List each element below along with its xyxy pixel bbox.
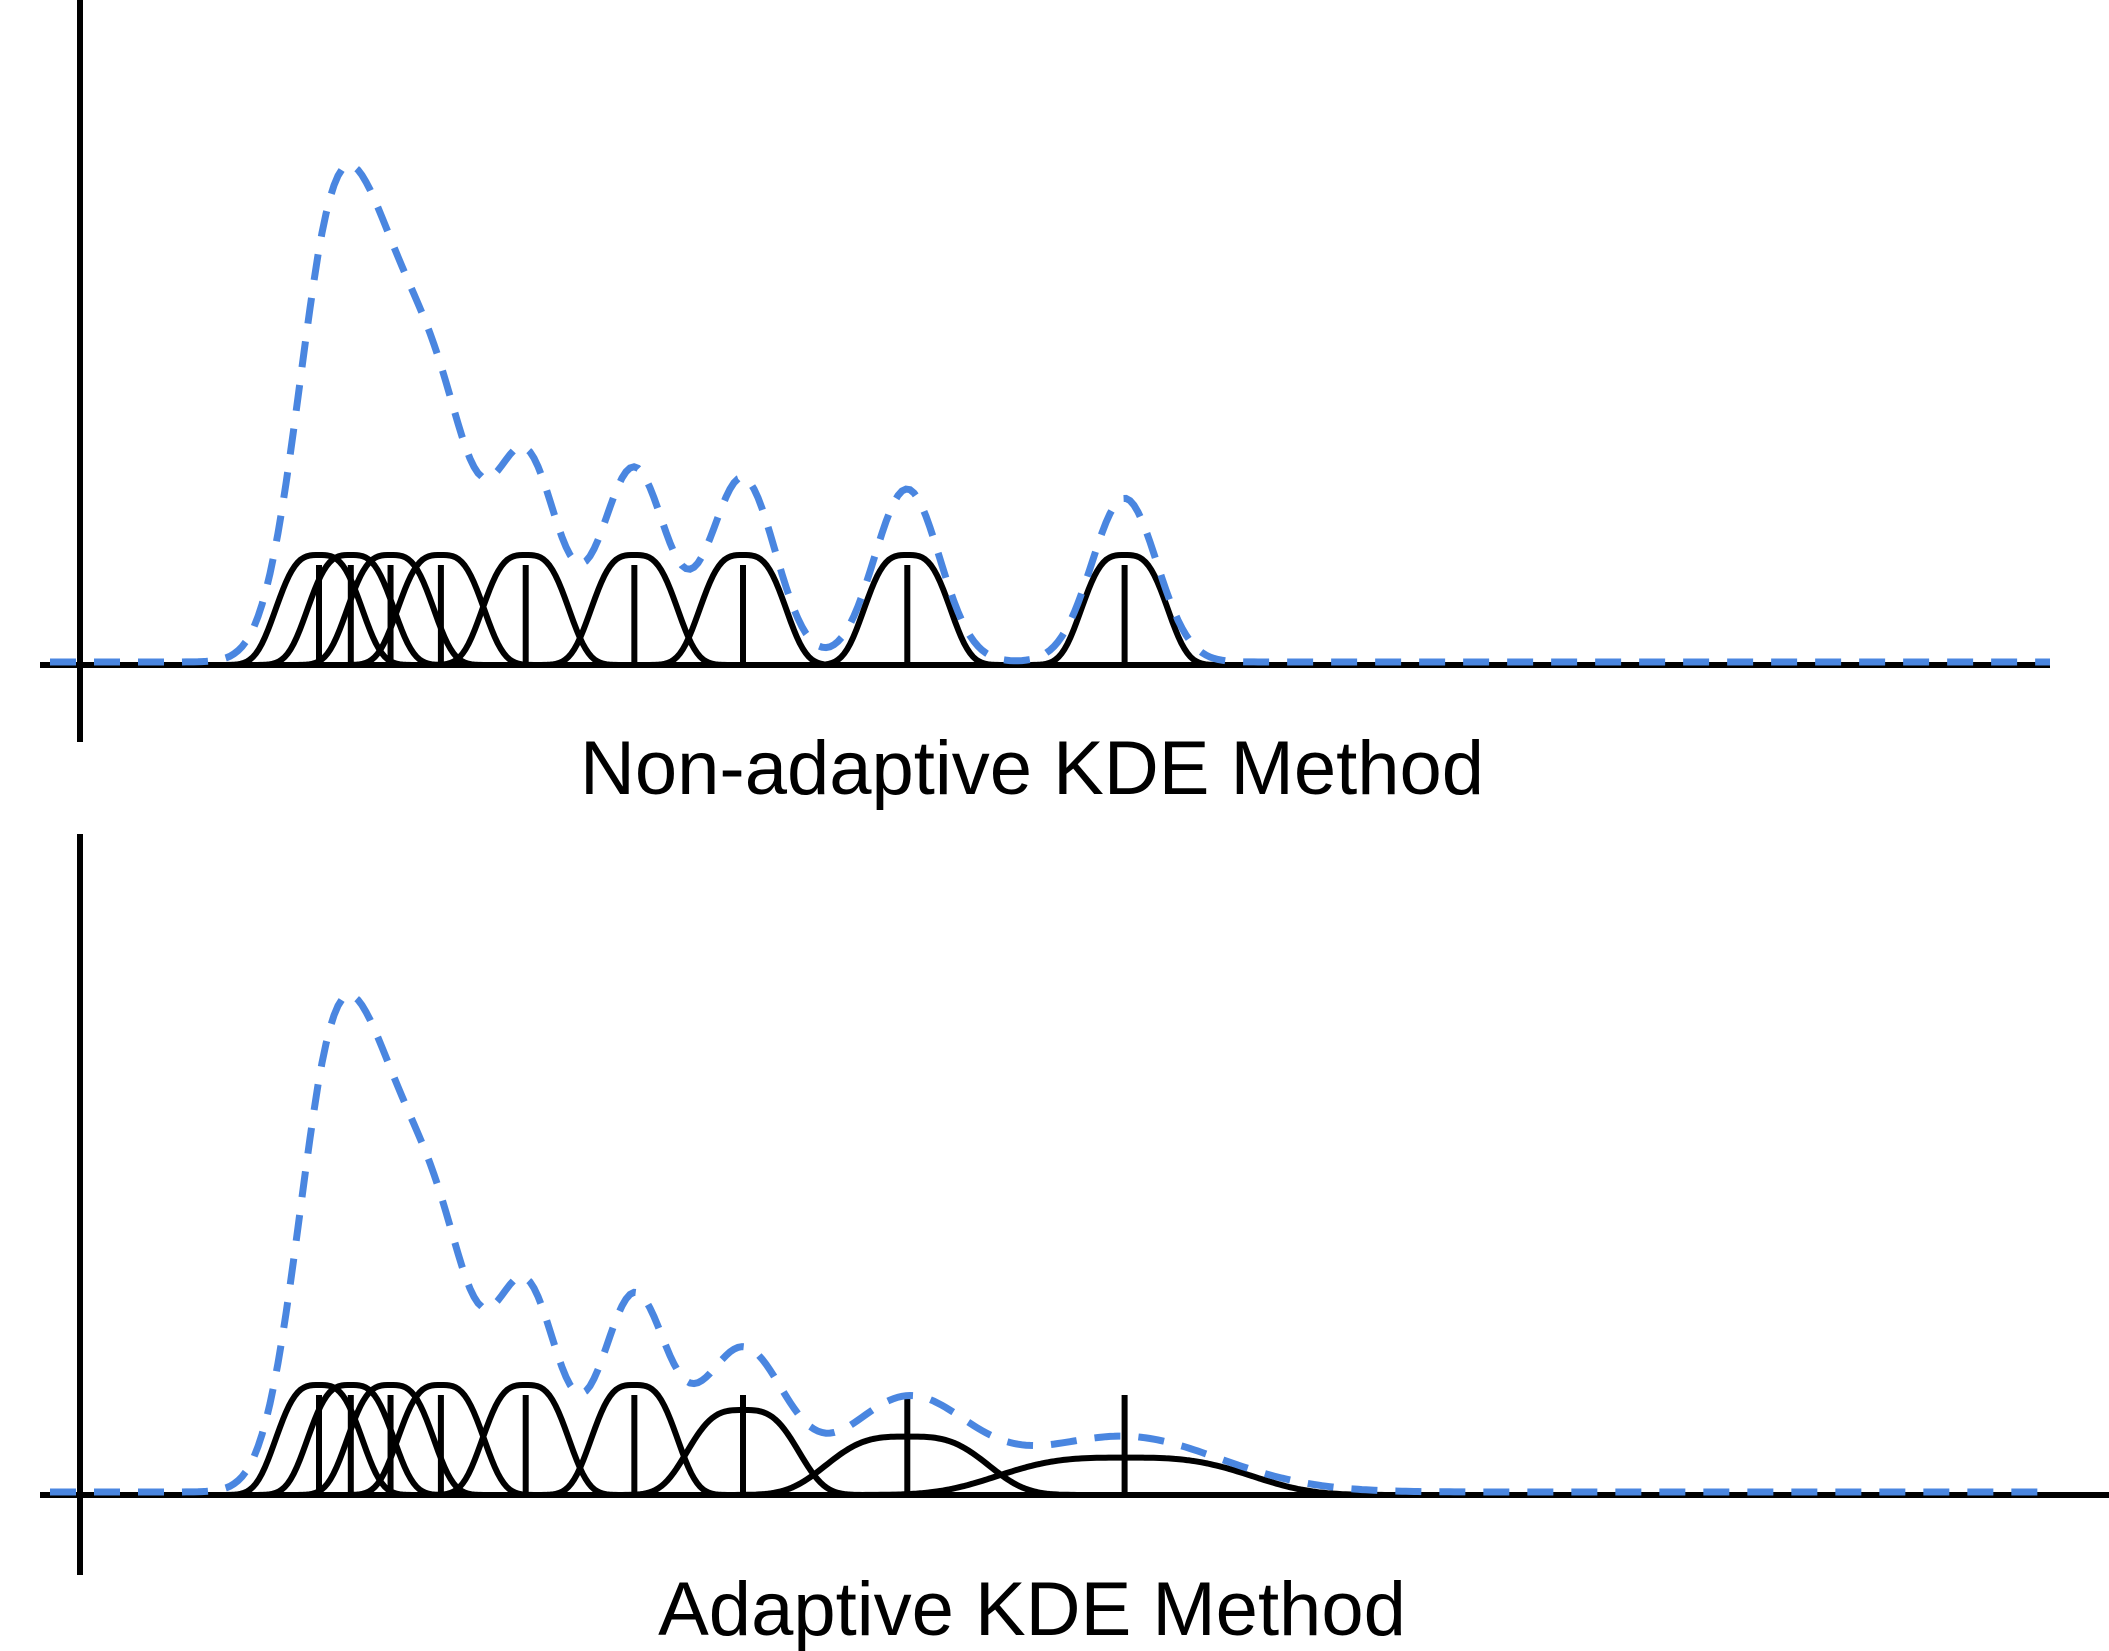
density-curve bbox=[50, 161, 2050, 666]
panel-caption: Non-adaptive KDE Method bbox=[580, 726, 1484, 811]
adaptive-panel: Adaptive KDE Method bbox=[40, 834, 2109, 1651]
kernel-curve bbox=[980, 552, 1269, 668]
data-point-tick-group bbox=[316, 1395, 1128, 1495]
kernel-curve bbox=[246, 1382, 535, 1498]
kernel-group bbox=[174, 552, 1269, 668]
kernel-curve bbox=[246, 552, 535, 668]
density-curve bbox=[50, 991, 2050, 1496]
non-adaptive-panel: Non-adaptive KDE Method bbox=[40, 0, 2050, 811]
kernel-curve bbox=[490, 552, 779, 668]
panel-caption: Adaptive KDE Method bbox=[658, 1567, 1406, 1651]
kernel-curve bbox=[598, 552, 887, 668]
kernel-group bbox=[174, 1382, 1547, 1498]
data-point-tick-group bbox=[316, 565, 1128, 665]
